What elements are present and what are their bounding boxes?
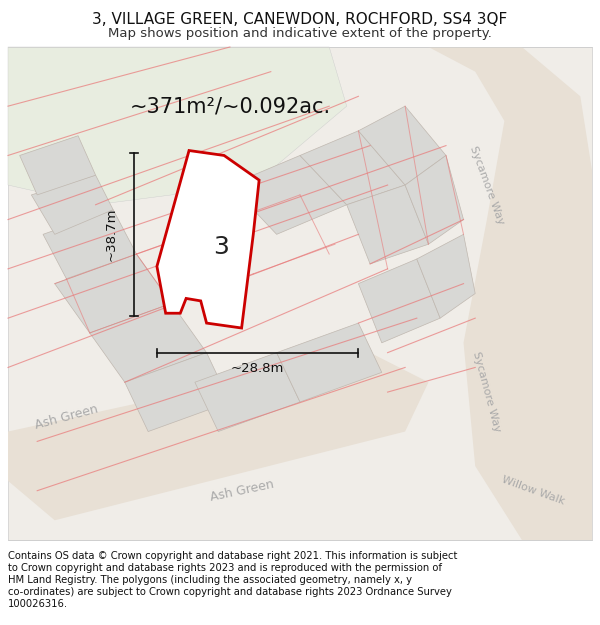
Polygon shape	[195, 352, 300, 431]
Polygon shape	[417, 234, 475, 318]
Text: 3: 3	[213, 234, 229, 259]
Polygon shape	[277, 323, 382, 402]
Text: ~38.7m: ~38.7m	[105, 208, 118, 261]
Text: ~371m²/~0.092ac.: ~371m²/~0.092ac.	[130, 96, 331, 116]
Polygon shape	[347, 185, 428, 264]
Text: ~28.8m: ~28.8m	[231, 362, 284, 375]
Polygon shape	[125, 352, 230, 431]
Text: Sycamore Way: Sycamore Way	[468, 144, 506, 226]
Text: 3, VILLAGE GREEN, CANEWDON, ROCHFORD, SS4 3QF: 3, VILLAGE GREEN, CANEWDON, ROCHFORD, SS…	[92, 12, 508, 27]
Text: Ash Green: Ash Green	[209, 478, 275, 504]
Polygon shape	[405, 156, 464, 244]
Text: HM Land Registry. The polygons (including the associated geometry, namely x, y: HM Land Registry. The polygons (includin…	[8, 575, 412, 585]
Polygon shape	[428, 47, 592, 540]
Polygon shape	[90, 303, 206, 382]
Polygon shape	[157, 151, 259, 328]
Text: Sycamore Way: Sycamore Way	[472, 351, 502, 433]
Polygon shape	[55, 254, 172, 333]
Text: 100026316.: 100026316.	[8, 599, 68, 609]
Polygon shape	[31, 175, 113, 234]
Polygon shape	[358, 259, 440, 343]
Text: co-ordinates) are subject to Crown copyright and database rights 2023 Ordnance S: co-ordinates) are subject to Crown copyr…	[8, 587, 452, 597]
Text: to Crown copyright and database rights 2023 and is reproduced with the permissio: to Crown copyright and database rights 2…	[8, 563, 442, 573]
Polygon shape	[8, 352, 428, 520]
Bar	[8, 47, 592, 540]
Polygon shape	[43, 210, 136, 279]
Text: Ash Green: Ash Green	[34, 402, 100, 431]
Polygon shape	[8, 47, 347, 205]
Polygon shape	[300, 131, 405, 205]
Polygon shape	[358, 106, 446, 185]
Polygon shape	[20, 136, 95, 195]
Text: Map shows position and indicative extent of the property.: Map shows position and indicative extent…	[108, 27, 492, 40]
Polygon shape	[230, 156, 347, 234]
Text: Contains OS data © Crown copyright and database right 2021. This information is : Contains OS data © Crown copyright and d…	[8, 551, 457, 561]
Text: Willow Walk: Willow Walk	[501, 474, 566, 507]
